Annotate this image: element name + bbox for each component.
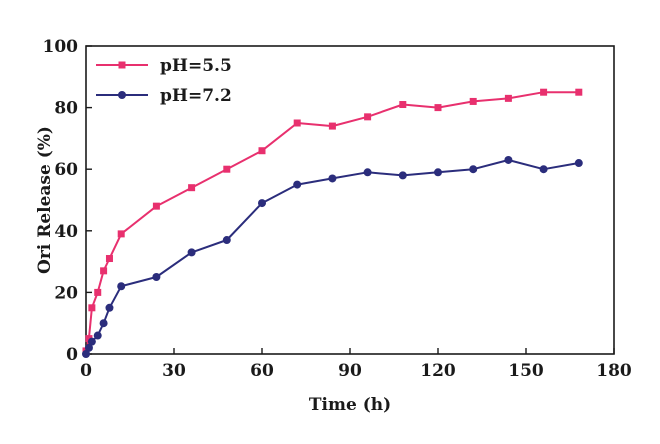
x-tick-label-2: 60 — [250, 361, 274, 381]
data-point-s1-17 — [504, 94, 512, 102]
data-point-s1-1 — [85, 335, 93, 343]
data-point-s1-4 — [100, 267, 108, 275]
data-point-s1-14 — [399, 101, 407, 109]
data-point-s2-7 — [152, 273, 161, 281]
x-tick-label-3: 90 — [338, 361, 362, 381]
x-tick-label-4: 120 — [420, 361, 456, 381]
y-tick-label-1: 20 — [54, 283, 78, 303]
data-point-s2-3 — [93, 331, 102, 340]
data-point-s1-9 — [223, 165, 231, 173]
y-tick-label-2: 40 — [54, 222, 78, 242]
data-point-s1-6 — [117, 230, 125, 238]
data-point-s2-16 — [469, 165, 478, 174]
data-point-s1-19 — [575, 88, 583, 96]
x-tick-label-1: 30 — [162, 361, 186, 381]
data-point-s1-5 — [105, 255, 113, 263]
y-tick-label-0: 0 — [66, 345, 78, 365]
legend-item-2: pH=7.2 — [96, 86, 232, 106]
data-point-s2-0 — [82, 350, 90, 358]
legend-label-1: pH=5.5 — [160, 56, 232, 76]
data-point-s2-5 — [105, 303, 114, 312]
data-point-s2-19 — [574, 159, 583, 168]
data-point-s1-8 — [188, 184, 196, 192]
data-point-s1-11 — [293, 119, 301, 127]
data-point-s2-18 — [539, 165, 548, 174]
series-layer — [82, 88, 583, 358]
legend: pH=5.5 pH=7.2 — [96, 56, 232, 106]
data-point-s1-3 — [94, 288, 102, 296]
legend-item-1: pH=5.5 — [96, 56, 232, 76]
y-tick-label-3: 60 — [54, 160, 78, 180]
series-1 — [82, 88, 583, 355]
data-point-s1-15 — [434, 104, 442, 112]
data-point-s2-11 — [293, 180, 302, 189]
data-point-s2-9 — [222, 236, 231, 245]
data-point-s2-10 — [258, 199, 266, 208]
data-point-s1-2 — [88, 304, 96, 312]
y-axis-title: Ori Release (%) — [35, 126, 55, 274]
x-tick-label-5: 150 — [508, 361, 544, 381]
legend-marker-2 — [118, 91, 126, 99]
y-tick-label-5: 100 — [43, 37, 79, 57]
data-point-s2-1 — [84, 343, 93, 352]
data-point-s2-13 — [363, 168, 372, 177]
y-axis-ticks: 0 20 40 60 80 100 — [43, 37, 92, 365]
y-tick-label-4: 80 — [54, 99, 78, 119]
data-point-s2-6 — [117, 282, 126, 291]
data-point-s2-8 — [187, 248, 196, 257]
data-point-s2-17 — [504, 155, 513, 164]
legend-marker-1 — [118, 61, 126, 69]
series-2 — [82, 155, 583, 358]
data-point-s2-12 — [328, 174, 337, 183]
data-point-s1-10 — [258, 147, 266, 155]
data-point-s1-7 — [152, 202, 160, 210]
data-point-s1-12 — [328, 122, 336, 130]
data-point-s2-14 — [398, 171, 407, 180]
x-axis-ticks: 0 30 60 90 120 150 180 — [80, 348, 632, 381]
x-axis-title: Time (h) — [309, 395, 391, 415]
data-point-s2-4 — [99, 319, 108, 328]
data-point-s2-2 — [87, 337, 96, 346]
series-line-2 — [85, 159, 579, 355]
data-point-s2-15 — [434, 168, 442, 177]
legend-label-2: pH=7.2 — [160, 86, 232, 106]
series-line-1 — [85, 91, 579, 352]
data-point-s1-18 — [540, 88, 548, 96]
data-point-s1-16 — [469, 97, 477, 105]
data-point-s1-13 — [364, 113, 372, 121]
x-tick-label-0: 0 — [80, 361, 92, 381]
x-tick-label-6: 180 — [596, 361, 632, 381]
